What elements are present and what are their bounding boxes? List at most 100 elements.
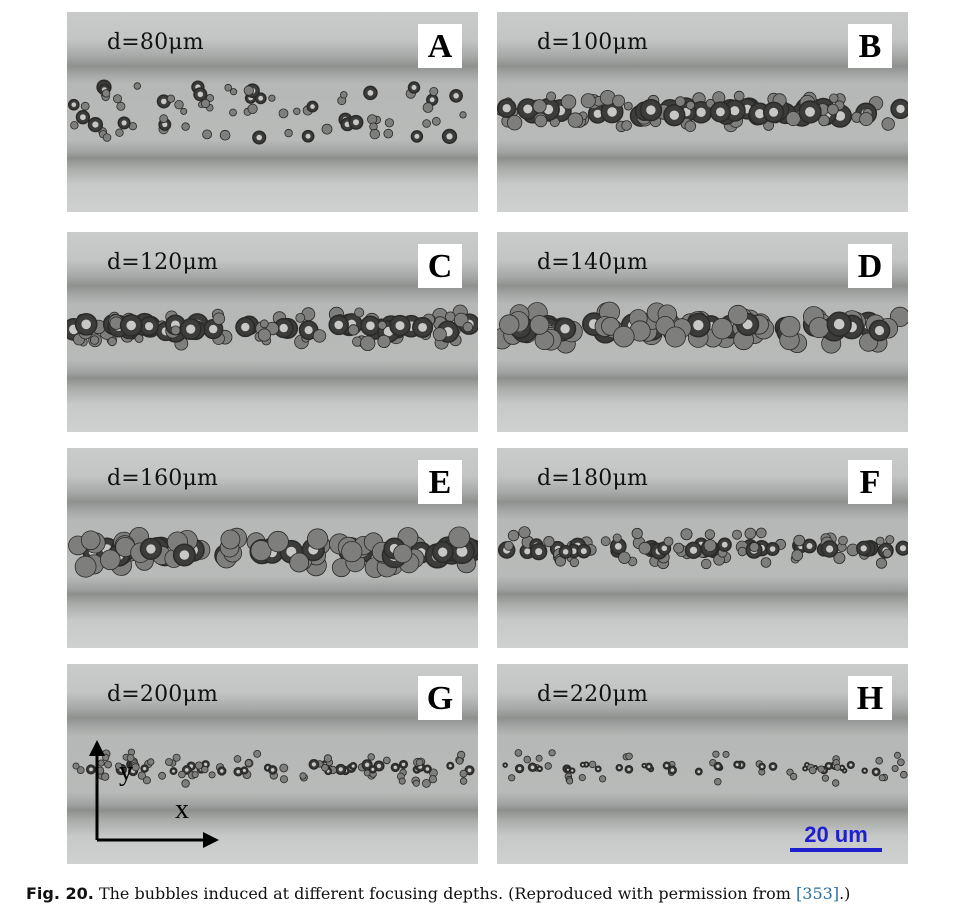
bubble bbox=[181, 122, 190, 131]
bubble-highlight bbox=[827, 764, 831, 768]
bubble bbox=[875, 536, 885, 546]
bubble bbox=[244, 759, 253, 767]
bubble bbox=[833, 763, 841, 771]
panel-f: d=180μm F bbox=[497, 448, 908, 648]
bubble bbox=[230, 88, 238, 96]
bubble bbox=[200, 98, 211, 109]
bubble-highlight bbox=[523, 104, 533, 114]
bubble bbox=[612, 94, 625, 108]
caption-tail: .) bbox=[839, 884, 851, 903]
bubble-highlight bbox=[220, 769, 224, 773]
bubble bbox=[456, 757, 464, 765]
bubble bbox=[159, 114, 169, 124]
bubble bbox=[229, 108, 237, 117]
bubble-highlight bbox=[366, 321, 375, 330]
bubble bbox=[74, 555, 97, 578]
bubble-highlight bbox=[126, 320, 136, 331]
depth-label: d=80μm bbox=[107, 30, 204, 55]
panel-g: d=200μm G y x bbox=[67, 664, 478, 864]
bubble bbox=[367, 753, 375, 761]
bubble bbox=[532, 99, 547, 114]
bubble bbox=[279, 775, 288, 784]
microscope-image bbox=[67, 12, 478, 212]
bubble-highlight bbox=[849, 763, 853, 767]
bubble-highlight bbox=[646, 105, 656, 115]
bubble-highlight bbox=[286, 546, 297, 557]
bubble bbox=[347, 324, 360, 336]
bubble-highlight bbox=[502, 104, 511, 113]
bubble-highlight bbox=[697, 770, 701, 773]
bubble bbox=[181, 779, 190, 788]
bubble bbox=[703, 539, 717, 552]
bubble-highlight bbox=[670, 768, 675, 772]
bubble bbox=[544, 762, 552, 770]
panel-letter: D bbox=[848, 244, 892, 288]
bubble-highlight bbox=[209, 324, 218, 334]
bubble bbox=[508, 774, 516, 782]
panel-letter: G bbox=[418, 676, 462, 720]
bubble-highlight bbox=[376, 763, 382, 769]
bubble bbox=[744, 527, 757, 540]
bubble-highlight bbox=[162, 121, 168, 128]
bubble bbox=[133, 82, 141, 90]
bubble-highlight bbox=[92, 121, 99, 128]
bubble-highlight bbox=[334, 320, 344, 330]
bubble-highlight bbox=[665, 764, 669, 768]
bubble bbox=[514, 749, 523, 757]
bubble bbox=[507, 529, 520, 542]
bubble bbox=[102, 133, 112, 142]
caption-reference-link[interactable]: [353] bbox=[796, 884, 840, 903]
bubble bbox=[518, 526, 531, 539]
bubble-highlight bbox=[456, 546, 468, 557]
bubble bbox=[432, 327, 447, 342]
bubble bbox=[224, 83, 233, 92]
scale-bar-label: 20 um bbox=[804, 822, 868, 847]
depth-label: d=100μm bbox=[537, 30, 649, 55]
bubble bbox=[259, 319, 269, 329]
bubble bbox=[172, 753, 181, 762]
bubble-highlight bbox=[242, 769, 246, 772]
depth-label: d=160μm bbox=[107, 466, 219, 491]
bubble-highlight bbox=[647, 765, 651, 768]
bubble-highlight bbox=[755, 109, 765, 119]
bubble bbox=[625, 752, 633, 760]
bubble-highlight bbox=[204, 762, 208, 766]
bubble bbox=[165, 758, 173, 766]
bubble bbox=[267, 530, 289, 553]
bubble bbox=[817, 765, 825, 773]
bubble bbox=[289, 552, 310, 573]
bubble-highlight bbox=[353, 119, 359, 126]
bubble bbox=[833, 552, 846, 565]
bubble bbox=[115, 128, 124, 137]
bubble bbox=[749, 542, 760, 553]
bubble bbox=[534, 114, 548, 128]
panel-b: d=100μm B bbox=[497, 12, 908, 212]
bubble bbox=[72, 762, 80, 770]
bubble-highlight bbox=[841, 766, 844, 769]
bubble bbox=[293, 107, 301, 115]
bubble-highlight bbox=[562, 549, 569, 555]
bubble-highlight bbox=[429, 97, 435, 103]
bubble bbox=[685, 100, 695, 110]
bubble bbox=[80, 101, 90, 111]
bubble-highlight bbox=[874, 770, 878, 774]
depth-label: d=120μm bbox=[107, 250, 219, 275]
bubble bbox=[755, 527, 767, 539]
bubble bbox=[680, 528, 693, 541]
bubble-highlight bbox=[338, 767, 343, 772]
bubble bbox=[126, 754, 135, 762]
bubble-highlight bbox=[538, 767, 541, 770]
bubble bbox=[220, 529, 241, 550]
bubble bbox=[737, 546, 748, 557]
bubble bbox=[827, 103, 839, 116]
bubble bbox=[711, 317, 733, 340]
bubble-row bbox=[497, 301, 908, 354]
bubble bbox=[257, 328, 271, 342]
bubble-highlight bbox=[597, 767, 600, 771]
panel-d: d=140μm D bbox=[497, 232, 908, 432]
bubble bbox=[859, 112, 874, 127]
bubble bbox=[875, 756, 884, 765]
bubble-highlight bbox=[186, 324, 196, 334]
bubble-highlight bbox=[418, 323, 427, 332]
bubble-highlight bbox=[351, 764, 355, 768]
